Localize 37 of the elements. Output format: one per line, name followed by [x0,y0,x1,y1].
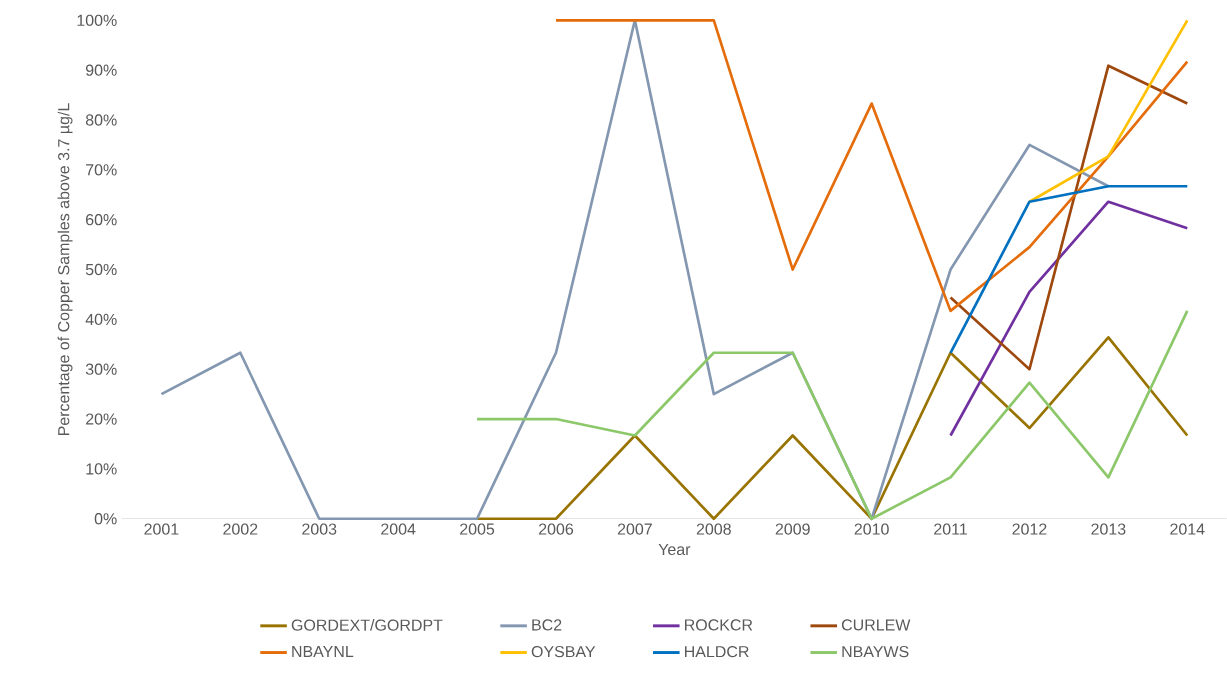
x-tick-label: 2014 [1170,523,1205,535]
legend-label: NBAYWS [842,646,909,658]
x-axis-title: Year [658,544,691,556]
y-tick-label: 90% [85,64,117,76]
x-tick-label: 2012 [1012,523,1047,535]
x-tick-label: 2003 [302,523,337,535]
legend-label: OYSBAY [531,646,596,658]
y-tick-label: 0% [94,513,117,525]
x-tick-label: 2002 [223,523,258,535]
y-tick-label: 10% [86,463,117,475]
y-tick-label: 70% [86,164,117,176]
legend-label: GORDEXT/GORDPT [291,619,443,631]
x-tick-label: 2007 [617,523,652,535]
y-tick-label: 80% [85,114,117,126]
x-tick-label: 2004 [381,523,416,535]
line-series [949,64,1189,371]
y-axis-title: Percentage of Copper Samples above 3.7 µg/L [57,103,73,436]
y-tick-label: 40% [85,313,117,326]
x-tick-label: 2009 [775,523,810,535]
x-tick-label: 2006 [538,523,574,535]
y-tick-label: 100% [77,14,117,27]
legend-label: ROCKCR [685,619,753,631]
line-series [949,200,1189,438]
legend-label: BC2 [532,619,562,631]
legend-label: CURLEW [841,619,911,631]
y-tick-label: 50% [85,264,117,276]
x-tick-label: 2001 [144,523,179,535]
legend-label: HALDCR [685,646,749,658]
x-tick-label: 2010 [854,523,889,535]
y-tick-label: 30% [85,363,117,376]
y-tick-label: 20% [86,413,117,425]
x-tick-label: 2008 [696,523,731,535]
legend-label: NBAYNL [292,646,354,658]
x-tick-label: 2005 [460,523,495,535]
x-tick-label: 2011 [934,523,967,535]
y-tick-label: 60% [86,214,117,226]
x-tick-label: 2013 [1091,523,1126,535]
